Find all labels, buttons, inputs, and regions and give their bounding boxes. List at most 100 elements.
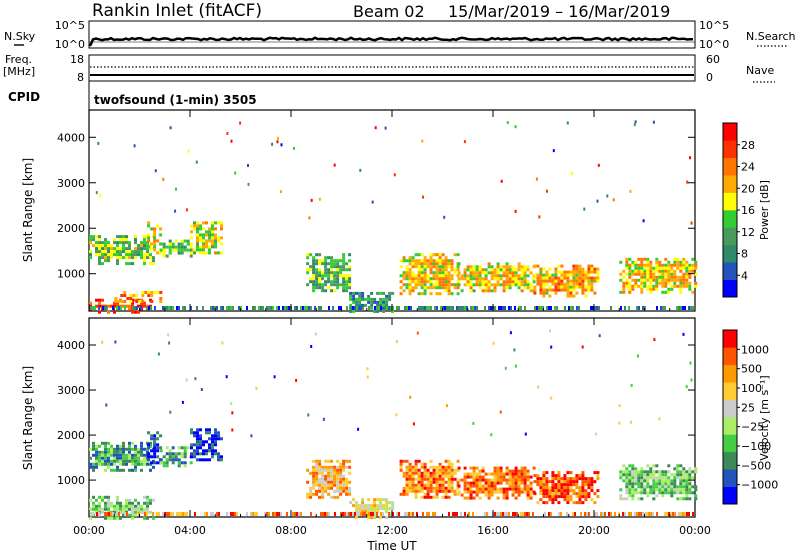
scatter-cell <box>367 297 371 301</box>
scatter-cell <box>551 480 555 484</box>
scatter-cell <box>214 239 217 243</box>
scatter-cell <box>499 481 503 485</box>
scatter-cell <box>162 254 166 258</box>
scatter-cell <box>682 482 686 486</box>
scatter-cell <box>330 483 334 487</box>
ground-echo-cell <box>258 306 260 310</box>
scatter-cell <box>107 304 110 308</box>
scatter-cell <box>634 476 638 480</box>
isolated-echo <box>416 331 419 335</box>
scatter-cell <box>116 235 119 239</box>
scatter-cell <box>107 495 110 499</box>
scatter-cell <box>447 465 451 469</box>
scatter-cell <box>575 291 579 295</box>
scatter-cell <box>137 453 140 457</box>
scatter-cell <box>453 283 457 287</box>
scatter-cell <box>429 265 433 269</box>
scatter-cell <box>379 297 383 301</box>
scatter-cell <box>370 300 374 304</box>
ground-echo-cell <box>578 306 580 310</box>
scatter-cell <box>131 501 134 505</box>
scatter-cell <box>107 241 110 245</box>
ground-echo-cell <box>328 512 330 516</box>
scatter-cell <box>348 253 352 257</box>
scatter-cell <box>159 291 163 294</box>
scatter-cell <box>211 236 214 240</box>
scatter-cell <box>649 272 653 276</box>
scatter-cell <box>679 278 683 282</box>
scatter-cell <box>367 300 371 304</box>
scatter-cell <box>318 480 322 484</box>
scatter-cell <box>658 263 662 267</box>
scatter-cell <box>566 489 570 493</box>
scatter-cell <box>487 484 491 488</box>
ground-echo-cell <box>434 306 436 310</box>
scatter-cell <box>385 297 389 301</box>
scatter-cell <box>370 303 374 307</box>
scatter-cell <box>548 495 552 499</box>
scatter-cell <box>199 443 202 447</box>
scatter-cell <box>312 289 316 293</box>
ground-echo-cell <box>286 306 288 310</box>
scatter-cell <box>165 461 169 465</box>
scatter-cell <box>493 271 497 275</box>
scatter-cell <box>336 474 340 478</box>
scatter-cell <box>438 265 442 269</box>
scatter-cell <box>214 242 217 246</box>
scatter-cell <box>469 280 473 284</box>
scatter-cell <box>694 272 698 276</box>
scatter-cell <box>484 280 488 284</box>
scatter-cell <box>475 472 479 476</box>
scatter-cell <box>339 477 343 481</box>
scatter-cell <box>327 271 331 275</box>
colorbar-swatch <box>723 175 737 193</box>
scatter-cell <box>444 283 448 287</box>
scatter-cell <box>484 490 488 494</box>
scatter-cell <box>463 484 467 488</box>
scatter-cell <box>670 488 674 492</box>
scatter-cell <box>646 269 650 273</box>
scatter-cell <box>560 276 564 280</box>
ground-echo-cell <box>166 512 168 516</box>
scatter-cell <box>575 279 579 283</box>
ground-echo-cell <box>464 512 466 516</box>
scatter-cell <box>116 465 119 469</box>
scatter-cell <box>162 251 166 255</box>
scatter-cell <box>679 260 683 264</box>
scatter-cell <box>321 474 325 478</box>
scatter-cell <box>679 497 683 501</box>
scatter-cell <box>402 489 406 493</box>
scatter-cell <box>453 253 457 257</box>
scatter-cell <box>514 481 518 485</box>
scatter-cell <box>514 487 518 491</box>
scatter-cell <box>523 268 527 272</box>
ground-echo-cell <box>280 512 282 516</box>
scatter-cell <box>134 462 137 466</box>
scatter-cell <box>542 285 546 289</box>
scatter-cell <box>327 492 331 496</box>
scatter-cell <box>429 253 433 257</box>
scatter-cell <box>376 300 380 304</box>
ground-echo-cell <box>564 306 566 310</box>
scatter-cell <box>408 271 412 275</box>
scatter-cell <box>342 277 346 281</box>
scatter-cell <box>631 263 635 267</box>
ground-echo-cell <box>322 512 324 516</box>
scatter-cell <box>399 465 403 469</box>
ground-echo-cell <box>374 306 376 310</box>
ground-echo-cell <box>342 512 344 516</box>
scatter-cell <box>655 485 659 489</box>
scatter-cell <box>551 477 555 481</box>
scatter-cell <box>345 492 349 496</box>
scatter-cell <box>208 251 211 255</box>
scatter-cell <box>159 227 163 231</box>
scatter-cell <box>554 285 558 289</box>
scatter-cell <box>649 488 653 492</box>
scatter-cell <box>625 485 629 489</box>
scatter-cell <box>625 479 629 483</box>
scatter-cell <box>557 477 561 481</box>
isolated-echo <box>185 378 188 382</box>
ground-echo-cell <box>544 512 546 516</box>
scatter-cell <box>664 257 668 261</box>
scatter-cell <box>414 277 418 281</box>
